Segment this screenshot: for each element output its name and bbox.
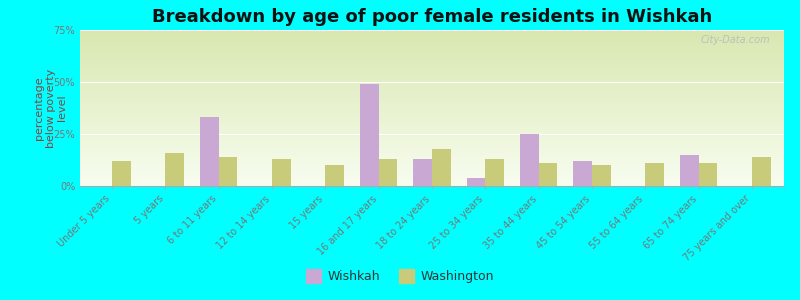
Bar bbox=[680, 155, 698, 186]
Bar bbox=[698, 163, 718, 186]
Bar bbox=[218, 157, 238, 186]
Legend: Wishkah, Washington: Wishkah, Washington bbox=[302, 264, 498, 288]
Bar bbox=[646, 163, 664, 186]
Bar bbox=[112, 161, 130, 186]
Bar bbox=[752, 157, 770, 186]
Y-axis label: percentage
below poverty
level: percentage below poverty level bbox=[34, 68, 67, 148]
Bar bbox=[520, 134, 538, 186]
Bar bbox=[574, 161, 592, 186]
Text: City-Data.com: City-Data.com bbox=[700, 35, 770, 45]
Bar bbox=[592, 165, 610, 186]
Title: Breakdown by age of poor female residents in Wishkah: Breakdown by age of poor female resident… bbox=[152, 8, 712, 26]
Bar bbox=[360, 84, 378, 186]
Bar bbox=[538, 163, 558, 186]
Bar bbox=[432, 148, 450, 186]
Bar bbox=[414, 159, 432, 186]
Bar bbox=[166, 153, 184, 186]
Bar bbox=[326, 165, 344, 186]
Bar bbox=[200, 117, 218, 186]
Bar bbox=[272, 159, 290, 186]
Bar bbox=[378, 159, 398, 186]
Bar bbox=[486, 159, 504, 186]
Bar bbox=[466, 178, 486, 186]
